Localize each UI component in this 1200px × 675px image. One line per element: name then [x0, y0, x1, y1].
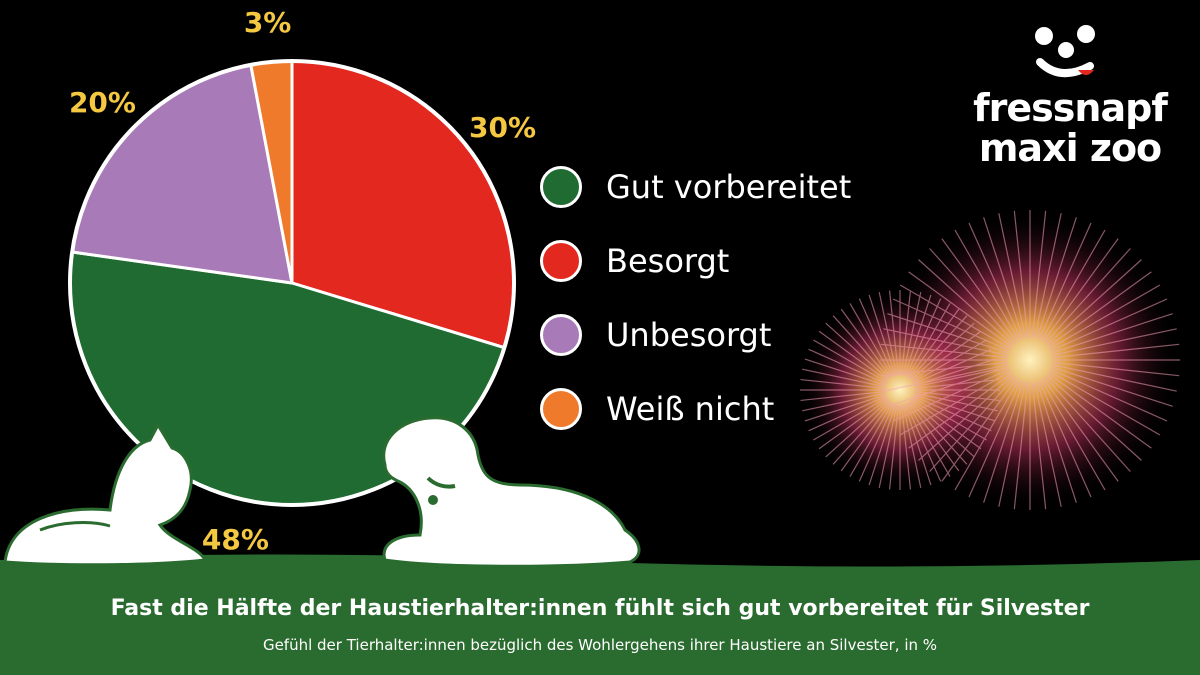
firework-burst-small — [800, 290, 1000, 490]
pie-labels: 30% 48% 20% 3% — [69, 6, 536, 556]
footer-band: Fast die Hälfte der Haustierhalter:innen… — [0, 578, 1200, 675]
logo-line-2: maxi zoo — [978, 126, 1162, 170]
legend-label: Gut vorbereitet — [606, 168, 852, 206]
legend-item-besorgt: Besorgt — [540, 224, 851, 298]
brand-logo: fressnapf maxi zoo — [960, 22, 1180, 168]
pie-data-label: 30% — [469, 111, 536, 144]
legend-label: Unbesorgt — [606, 316, 772, 354]
legend-swatch-weiss-nicht — [540, 388, 582, 430]
pie-outline — [68, 59, 516, 507]
pie-data-label: 48% — [202, 523, 269, 556]
legend-item-unbesorgt: Unbesorgt — [540, 298, 851, 372]
chart-subtitle: Gefühl der Tierhalter:innen bezüglich de… — [262, 636, 938, 654]
legend-swatch-unbesorgt — [540, 314, 582, 356]
legend-swatch-gut — [540, 166, 582, 208]
fireworks-decoration — [800, 210, 1180, 510]
chart-title: Fast die Hälfte der Haustierhalter:innen… — [110, 596, 1090, 621]
legend-item-weiss-nicht: Weiß nicht — [540, 372, 851, 446]
legend-swatch-besorgt — [540, 240, 582, 282]
legend-label: Weiß nicht — [606, 390, 775, 428]
legend-item-gut: Gut vorbereitet — [540, 150, 851, 224]
pie-data-label: 3% — [244, 6, 292, 39]
paw-face-icon — [1035, 25, 1095, 77]
legend-label: Besorgt — [606, 242, 730, 280]
pie-data-label: 20% — [69, 86, 136, 119]
chart-legend: Gut vorbereitet Besorgt Unbesorgt Weiß n… — [540, 150, 851, 446]
pie-slices — [68, 59, 516, 507]
cat-illustration — [3, 421, 208, 567]
dog-illustration — [382, 416, 641, 568]
logo-line-1: fressnapf — [973, 86, 1168, 130]
